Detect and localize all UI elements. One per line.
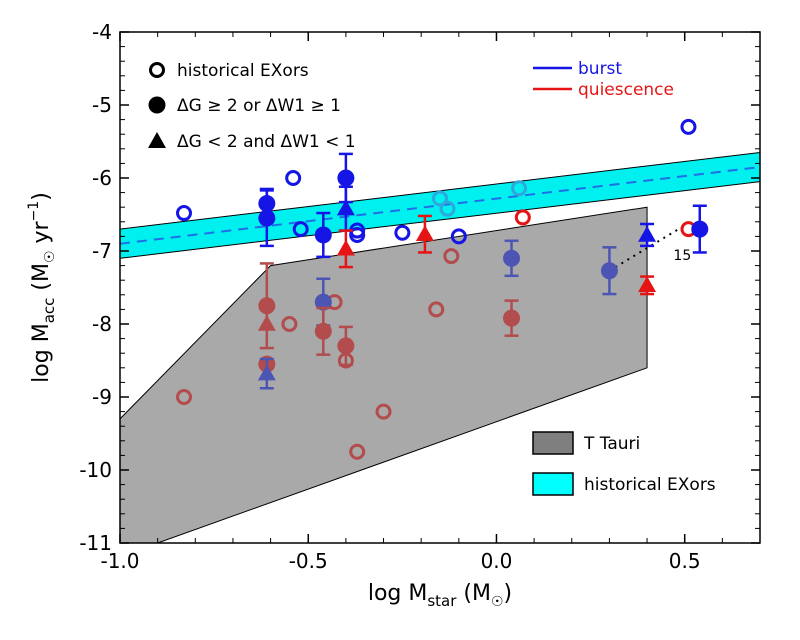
data-point [514,209,531,226]
legend-region-swatch [532,472,574,496]
legend-filled-circle-icon [148,96,166,114]
data-point [337,169,355,187]
data-point [176,205,192,222]
series-6 [258,262,521,373]
x-tick-label: -0.5 [289,549,328,573]
y-tick-label: -9 [92,385,112,409]
data-point [428,301,445,318]
series-3 [176,248,460,460]
series-9 [336,214,657,296]
legend-region-label: T Tauri [583,434,640,454]
x-tick-label: -1.0 [100,549,139,573]
x-axis-title: log Mstar (M☉) [368,581,512,610]
x-tick-label: 0.5 [669,549,701,573]
data-point [600,262,618,280]
series-8 [257,357,276,390]
y-tick-label: -8 [92,312,112,336]
data-point [638,225,657,242]
data-point [511,180,528,197]
data-point [503,249,521,267]
plot-area: 15 [120,118,760,543]
connector-label: 15 [673,248,691,264]
legend-triangle-icon [148,132,166,148]
data-point [394,224,411,241]
exor-band-lower-edge [120,181,760,259]
data-point [336,199,355,216]
legend-marker-label: historical EXors [177,61,309,81]
connector-line [608,224,686,272]
y-tick-label: -7 [92,239,112,263]
legend: historical EXors ΔG ≥ 2 or ΔW1 ≥ 1 ΔG < 2 … [148,59,716,496]
data-point [680,118,697,135]
series-10 [257,315,276,331]
ttauri-region [120,206,648,543]
data-point [349,443,366,460]
legend-color-label: burst [578,59,622,79]
y-tick-label: -5 [92,93,112,117]
data-point [257,315,276,331]
data-point [432,190,448,207]
data-point [349,226,366,243]
data-point [281,316,298,332]
data-point [443,248,460,265]
plot-frame [119,31,761,544]
y-tick-label: -11 [79,531,112,555]
data-point [258,209,276,227]
series-0 [176,118,697,245]
data-point [439,200,456,217]
data-point [176,389,192,405]
data-point [415,225,434,241]
data-point [257,364,276,381]
y-tick-label: -4 [92,20,112,44]
legend-region-label: historical EXors [584,475,716,495]
legend-open-circle-icon [149,62,165,78]
plot-clip-group: 15 [120,118,760,543]
data-point [314,293,332,311]
legend-marker-label: ΔG < 2 and ΔW1 < 1 [177,132,356,152]
data-point [450,228,467,245]
y-tick-label: -10 [79,458,112,482]
y-axis-title: log Macc (M☉ yr−1) [26,192,58,383]
data-point [638,276,657,293]
data-point [314,322,332,340]
legend-marker-label: ΔG ≥ 2 or ΔW1 ≥ 1 [177,96,341,116]
data-point [691,220,709,238]
x-tick-label: 0.0 [481,549,513,573]
data-point [285,170,302,186]
legend-region-swatch [532,431,574,455]
exor-band-center-line [120,166,760,245]
data-point [375,403,392,420]
data-point [258,297,276,315]
data-point [292,221,309,238]
y-tick-label: -6 [92,166,112,190]
data-point [503,309,521,327]
legend-color-label: quiescence [578,80,674,100]
data-point [337,337,355,355]
data-point [314,226,332,244]
axes: -1.0 -0.5 0.0 0.5 -4 -5 -6 -7 -8 -9 -10 -11 log Msta… [26,20,761,610]
data-point [336,239,355,256]
series-1 [432,180,528,217]
